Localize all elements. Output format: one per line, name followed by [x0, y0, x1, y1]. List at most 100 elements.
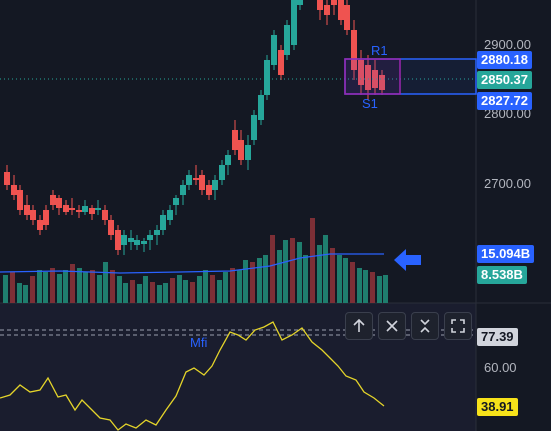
candle-body	[43, 210, 49, 225]
candle-body	[17, 190, 23, 210]
volume-bar	[363, 270, 368, 303]
volume-bar	[257, 258, 262, 303]
candle-body	[251, 115, 257, 140]
candle-body	[4, 172, 10, 185]
candle-body	[264, 60, 270, 95]
candle-body	[193, 178, 199, 180]
close-icon	[386, 320, 398, 332]
mfi-indicator-name: Mfi	[190, 335, 208, 350]
volume-bar	[190, 282, 195, 303]
candle-body	[30, 210, 36, 220]
volume-bar	[237, 270, 242, 303]
candle-body	[344, 5, 350, 30]
mfi-upper-tag: 77.39	[477, 328, 518, 346]
volume-bar	[3, 275, 8, 303]
candle-body	[365, 65, 371, 90]
volume-bar	[197, 276, 202, 303]
candle-body	[186, 175, 192, 185]
candle-body	[271, 35, 277, 65]
candle-body	[338, 0, 344, 20]
volume-bar	[177, 275, 182, 303]
volume-bar	[357, 268, 362, 303]
arrow-up-icon	[353, 318, 365, 332]
volume-bar	[290, 238, 295, 303]
candle-body	[147, 235, 153, 240]
volume-bar	[383, 275, 388, 303]
volume-bar	[117, 276, 122, 303]
candle-body	[154, 230, 160, 235]
candle-body	[69, 208, 75, 210]
s1-price-tag: 2827.72	[477, 92, 532, 110]
volume-bar	[63, 270, 68, 303]
volume-bar	[17, 283, 22, 303]
volume-bar	[150, 282, 155, 303]
candle-body	[89, 208, 95, 214]
candle-body	[102, 210, 108, 220]
volume-ma-line	[0, 253, 384, 274]
volume-bar	[97, 275, 102, 303]
close-pane-button[interactable]	[378, 312, 406, 340]
candle-body	[358, 60, 364, 85]
volume-bar	[137, 284, 142, 303]
volume-bar	[203, 270, 208, 303]
mfi-axis-label-60: 60.00	[484, 360, 517, 375]
collapse-pane-button[interactable]	[411, 312, 439, 340]
candle-body	[372, 70, 378, 88]
current-price-tag: 2850.37	[477, 71, 532, 89]
candle-body	[121, 235, 127, 245]
volume-bar	[37, 270, 42, 303]
candle-body	[291, 0, 297, 45]
volume-bar	[350, 262, 355, 303]
volume-bar	[77, 268, 82, 303]
volume-bar	[183, 280, 188, 303]
volume-bar	[330, 248, 335, 303]
candle-body	[115, 230, 121, 250]
candle-body	[82, 206, 88, 212]
s1-label: S1	[362, 96, 378, 111]
r1-price-tag: 2880.18	[477, 51, 532, 69]
candle-body	[238, 140, 244, 160]
volume-bar	[377, 276, 382, 303]
candle-body	[63, 205, 69, 212]
candle-body	[297, 0, 303, 5]
candle-body	[331, 0, 337, 5]
volume-bar	[103, 262, 108, 303]
volume-bar	[130, 280, 135, 303]
fullscreen-icon	[451, 319, 465, 333]
volume-bar	[270, 235, 275, 303]
candle-body	[324, 5, 330, 15]
volume-bar	[323, 235, 328, 303]
candle-body	[245, 145, 251, 160]
volume-bar	[223, 272, 228, 303]
candle-body	[141, 241, 147, 244]
mfi-value-tag: 38.91	[477, 398, 518, 416]
volume-bar	[217, 280, 222, 303]
volume-bar	[23, 285, 28, 303]
move-pane-up-button[interactable]	[345, 312, 373, 340]
candle-body	[199, 175, 205, 190]
mfi-line	[0, 321, 385, 431]
price-axis-label-2900: 2900.00	[484, 37, 531, 52]
volume-bar	[310, 218, 315, 303]
volume-bar	[90, 270, 95, 303]
volume-pointer-arrow-icon	[394, 249, 421, 271]
volume-bar	[70, 264, 75, 303]
volume-bar	[283, 240, 288, 303]
volume-bar	[123, 283, 128, 303]
candle-body	[206, 185, 212, 195]
candle-body	[278, 50, 284, 75]
candle-body	[95, 208, 101, 210]
volume-bar	[30, 276, 35, 303]
candle-body	[108, 220, 114, 235]
candle-body	[232, 130, 238, 150]
candle-body	[37, 220, 43, 230]
volume-tag: 8.538B	[477, 266, 527, 284]
volume-bar	[143, 276, 148, 303]
candle-body	[212, 180, 218, 190]
volume-bar	[250, 262, 255, 303]
candle-body	[24, 205, 30, 215]
maximize-pane-button[interactable]	[444, 312, 472, 340]
candle-body	[134, 240, 140, 245]
volume-bar	[277, 250, 282, 303]
